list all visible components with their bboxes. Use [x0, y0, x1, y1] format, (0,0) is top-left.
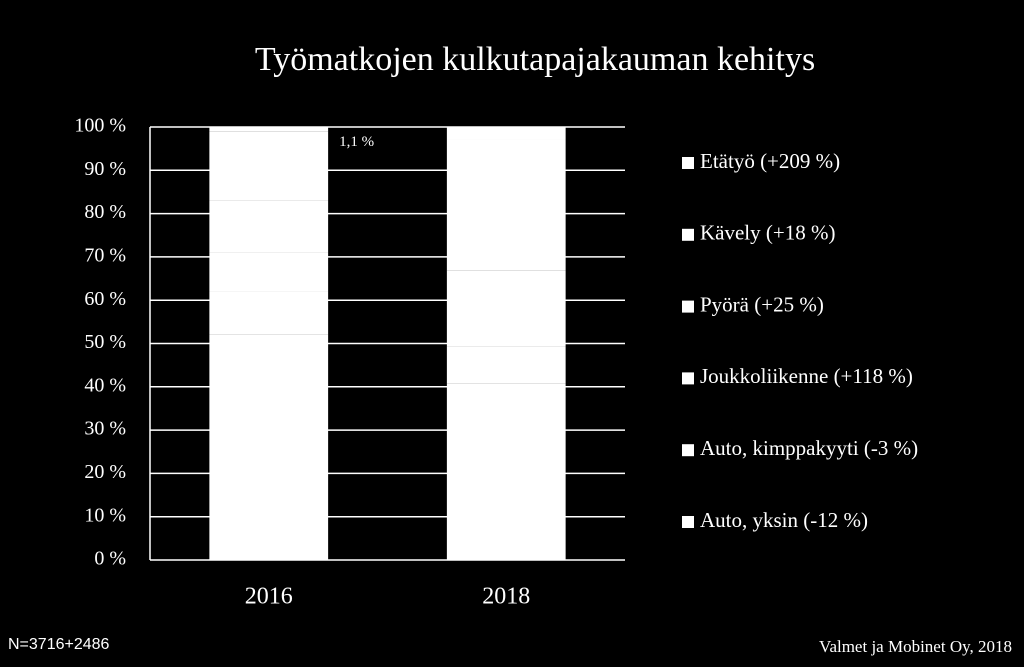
legend-swatch [682, 157, 694, 169]
y-tick-label: 0 % [94, 548, 126, 570]
y-tick-label: 100 % [74, 115, 126, 137]
legend-label: Joukkoliikenne (+118 %) [700, 364, 913, 388]
y-tick-label: 40 % [84, 374, 126, 396]
bar-segment [209, 252, 329, 292]
source-note: Valmet ja Mobinet Oy, 2018 [819, 637, 1012, 656]
bar-segment [209, 334, 329, 560]
bar-segment [446, 127, 566, 140]
note: N=3716+2486 [8, 636, 110, 653]
y-tick-label: 50 % [84, 331, 126, 353]
bar-segment [446, 383, 566, 560]
y-tick-label: 30 % [84, 418, 126, 440]
bar-segment [446, 139, 566, 214]
bar-segment [209, 131, 329, 201]
y-tick-label: 80 % [84, 201, 126, 223]
y-tick-label: 70 % [84, 244, 126, 266]
legend-swatch [682, 300, 694, 313]
legend-swatch [682, 444, 694, 457]
legend-label: Etätyö (+209 %) [700, 149, 840, 173]
x-tick-label: 2016 [245, 584, 293, 610]
legend-swatch [682, 516, 694, 528]
legend-label: Auto, kimppakyyti (-3 %) [700, 436, 918, 460]
bar-segment [209, 200, 329, 253]
legend-swatch [682, 372, 694, 385]
bar-segment [446, 213, 566, 271]
legend-label: Pyörä (+25 %) [700, 292, 824, 316]
y-tick-label: 90 % [84, 158, 126, 180]
bar-segment [446, 270, 566, 347]
y-tick-label: 10 % [84, 504, 126, 526]
x-tick-label: 2018 [482, 584, 530, 610]
legend-label: Auto, yksin (-12 %) [700, 508, 868, 532]
data-label: 1,1 % [339, 134, 374, 150]
y-tick-label: 20 % [84, 461, 126, 483]
bar-segment [209, 291, 329, 335]
legend-swatch [682, 228, 694, 241]
bar-segment [446, 346, 566, 384]
chart-title: Työmatkojen kulkutapajakauman kehitys [255, 41, 815, 78]
y-tick-label: 60 % [84, 288, 126, 310]
bar-segment [209, 127, 329, 132]
legend-label: Kävely (+18 %) [700, 221, 835, 245]
